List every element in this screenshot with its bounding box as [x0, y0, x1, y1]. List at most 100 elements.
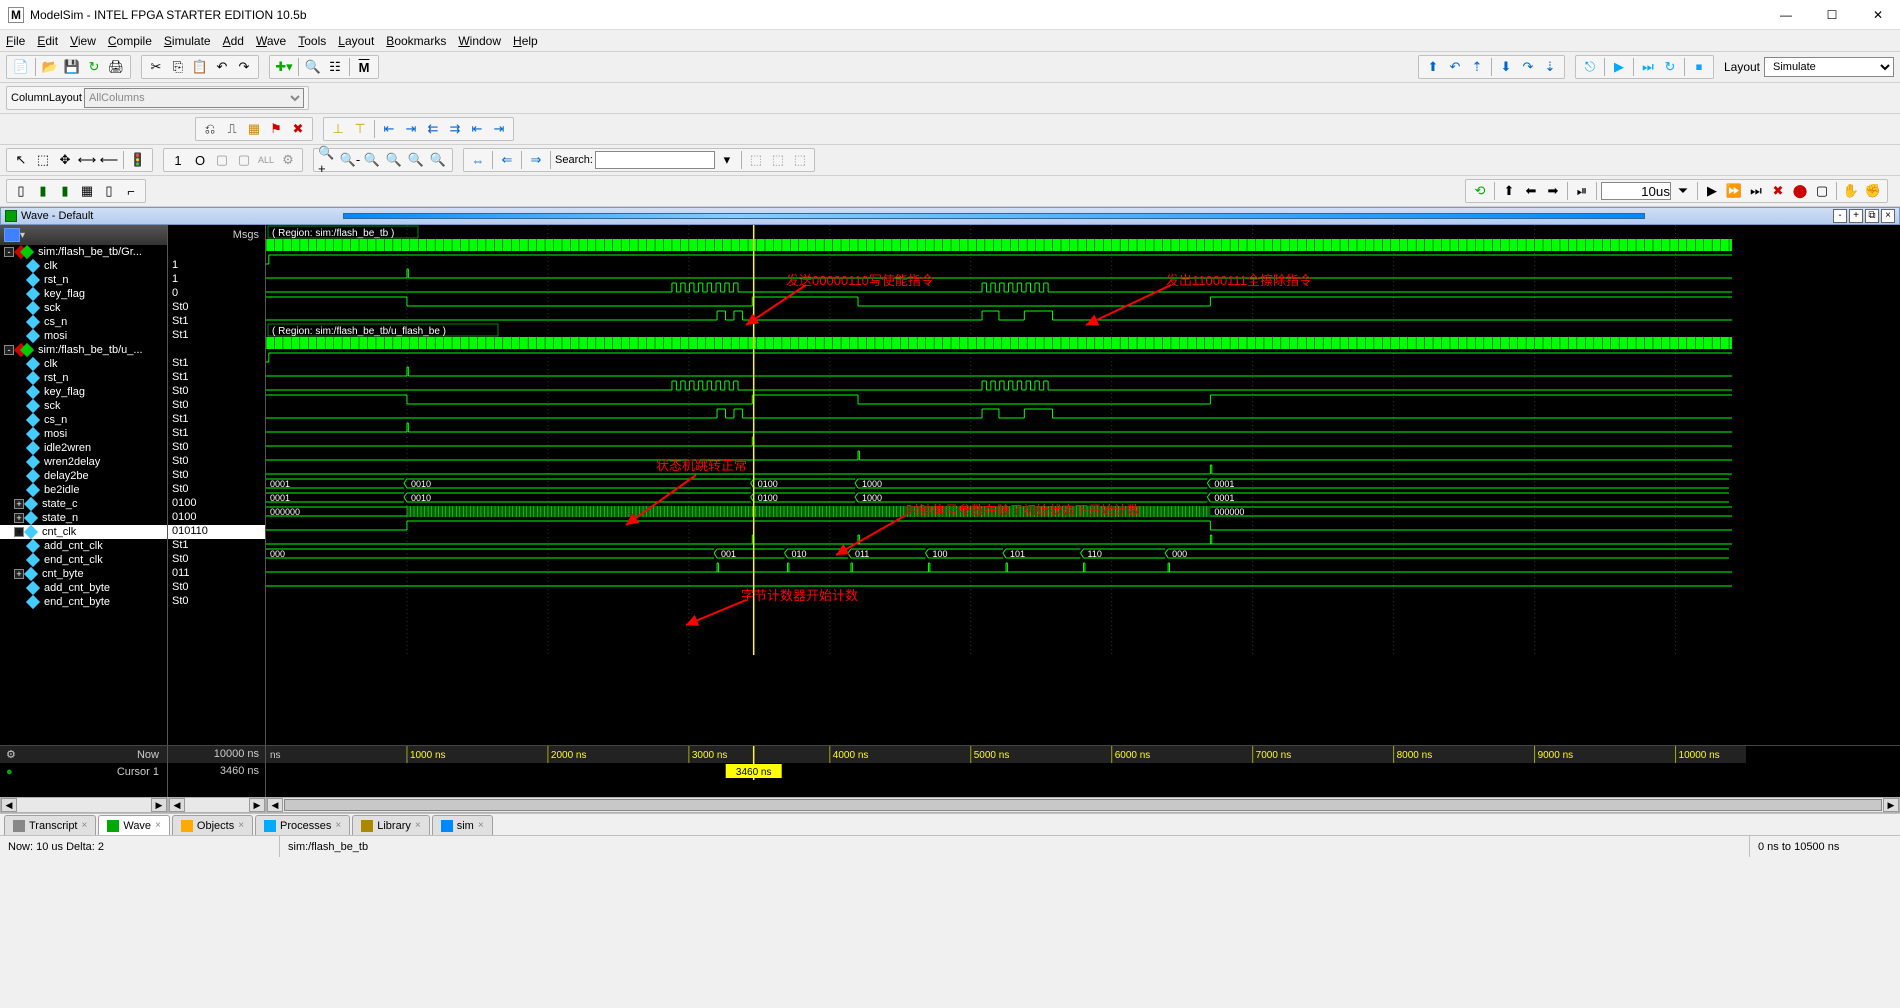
restart-icon[interactable]: ⟲	[1470, 181, 1490, 201]
signal-be2idle[interactable]: be2idle	[0, 483, 167, 497]
paste-icon[interactable]: 📋	[190, 57, 210, 77]
redo-icon[interactable]: ↷	[234, 57, 254, 77]
layout-select[interactable]: Simulate	[1764, 57, 1894, 77]
collapse-icon[interactable]: ⇐	[497, 150, 517, 170]
signal-cnt_byte[interactable]: +cnt_byte	[0, 567, 167, 581]
break-icon[interactable]: ✖	[1768, 181, 1788, 201]
sim-step-icon[interactable]: ⏭	[1638, 57, 1658, 77]
box2-icon[interactable]: O	[190, 150, 210, 170]
wave-tool4-icon[interactable]: ⚑	[266, 119, 286, 139]
search-input[interactable]	[595, 151, 715, 169]
dock-min-icon[interactable]: -	[1833, 209, 1847, 223]
step-fwd-icon[interactable]: ⇡	[1467, 57, 1487, 77]
zoomlast-icon[interactable]: 🔍	[428, 150, 448, 170]
tab-objects[interactable]: Objects×	[172, 815, 253, 835]
ruler-icon[interactable]: ⟷	[77, 150, 97, 170]
dock-max-icon[interactable]: +	[1849, 209, 1863, 223]
expand2-icon[interactable]: ⇒	[526, 150, 546, 170]
sim-stop-icon[interactable]: ⏹	[1689, 57, 1709, 77]
tab-library[interactable]: Library×	[352, 815, 429, 835]
signal-rst_n[interactable]: rst_n	[0, 371, 167, 385]
menu-window[interactable]: Window	[458, 34, 501, 48]
step-back2-icon[interactable]: ↷	[1518, 57, 1538, 77]
select-icon[interactable]: ⬚	[33, 150, 53, 170]
expand-icon[interactable]: ⇔	[468, 150, 488, 170]
menu-compile[interactable]: Compile	[108, 34, 152, 48]
signal-cs_n[interactable]: cs_n	[0, 413, 167, 427]
grab-icon[interactable]: ✊	[1863, 181, 1883, 201]
edge-prev2-icon[interactable]: ⇇	[423, 119, 443, 139]
zoomrange-icon[interactable]: 🔍	[406, 150, 426, 170]
signal-idle2wren[interactable]: idle2wren	[0, 441, 167, 455]
all-icon[interactable]: ALL	[256, 150, 276, 170]
zoomfull-icon[interactable]: 🔍	[362, 150, 382, 170]
add-icon[interactable]: ✚▾	[274, 57, 294, 77]
zoomout-icon[interactable]: 🔍-	[340, 150, 360, 170]
box3-icon[interactable]: ▢	[212, 150, 232, 170]
format5-icon[interactable]: ▯	[99, 181, 119, 201]
edge-next-icon[interactable]: ⇥	[401, 119, 421, 139]
wave-tool2-icon[interactable]: ⎍	[222, 119, 242, 139]
val-scrollbar[interactable]: ◀▶	[168, 797, 266, 813]
findnext-icon[interactable]: ⬚	[768, 150, 788, 170]
sim-run-icon[interactable]: ▶	[1609, 57, 1629, 77]
box1-icon[interactable]: 1	[168, 150, 188, 170]
runall-icon[interactable]: ⏯	[1572, 181, 1592, 201]
signal-mosi[interactable]: mosi	[0, 427, 167, 441]
findprev-icon[interactable]: ⬚	[746, 150, 766, 170]
new-icon[interactable]: 📄	[11, 57, 31, 77]
maximize-button[interactable]: ☐	[1818, 8, 1846, 22]
runopts-icon[interactable]: ▢	[1812, 181, 1832, 201]
signal-delay2be[interactable]: delay2be	[0, 469, 167, 483]
move-icon[interactable]: ✥	[55, 150, 75, 170]
menu-file[interactable]: File	[6, 34, 25, 48]
dock-pop-icon[interactable]: ⧉	[1865, 209, 1879, 223]
signal-add_cnt_byte[interactable]: add_cnt_byte	[0, 581, 167, 595]
format2-icon[interactable]: ▮	[33, 181, 53, 201]
menu-view[interactable]: View	[70, 34, 96, 48]
signal-group[interactable]: - sim:/flash_be_tb/u_...	[0, 343, 167, 357]
runstep-icon[interactable]: ⏭	[1746, 181, 1766, 201]
step-back-icon[interactable]: ↶	[1445, 57, 1465, 77]
pointer-icon[interactable]: ↖	[11, 150, 31, 170]
edge-first-icon[interactable]: ⇤	[467, 119, 487, 139]
tab-wave[interactable]: Wave×	[98, 815, 170, 835]
signal-key_flag[interactable]: key_flag	[0, 385, 167, 399]
tab-sim[interactable]: sim×	[432, 815, 493, 835]
signal-clk[interactable]: clk	[0, 357, 167, 371]
cut-icon[interactable]: ✂	[146, 57, 166, 77]
wave-area[interactable]: ( Region: sim:/flash_be_tb )( Region: si…	[266, 225, 1900, 745]
menu-simulate[interactable]: Simulate	[164, 34, 211, 48]
tab-transcript[interactable]: Transcript×	[4, 815, 96, 835]
menu-edit[interactable]: Edit	[37, 34, 58, 48]
signal-state_n[interactable]: +state_n	[0, 511, 167, 525]
zoomin-icon[interactable]: 🔍+	[318, 150, 338, 170]
signal-cnt_clk[interactable]: +cnt_clk	[0, 525, 167, 539]
format4-icon[interactable]: ▦	[77, 181, 97, 201]
signal-end_cnt_clk[interactable]: end_cnt_clk	[0, 553, 167, 567]
findall-icon[interactable]: ⬚	[790, 150, 810, 170]
signal-rst_n[interactable]: rst_n	[0, 273, 167, 287]
close-button[interactable]: ✕	[1864, 8, 1892, 22]
menu-help[interactable]: Help	[513, 34, 538, 48]
sigcol-menu-icon[interactable]	[4, 228, 20, 242]
find-icon[interactable]: 🔍	[303, 57, 323, 77]
box4-icon[interactable]: ▢	[234, 150, 254, 170]
stop2-icon[interactable]: ⬤	[1790, 181, 1810, 201]
stop-icon[interactable]: 🚦	[128, 150, 148, 170]
cursor-add-icon[interactable]: ⊥	[328, 119, 348, 139]
menu-add[interactable]: Add	[223, 34, 244, 48]
timedown-icon[interactable]: ⏷	[1673, 181, 1693, 201]
edge-last-icon[interactable]: ⇥	[489, 119, 509, 139]
step-up-icon[interactable]: ⬆	[1423, 57, 1443, 77]
signal-state_c[interactable]: +state_c	[0, 497, 167, 511]
back-icon[interactable]: ⬅	[1521, 181, 1541, 201]
sig-scrollbar[interactable]: ◀▶	[0, 797, 168, 813]
save-icon[interactable]: 💾	[62, 57, 82, 77]
ruler2-icon[interactable]: ⟵	[99, 150, 119, 170]
edge-prev-icon[interactable]: ⇤	[379, 119, 399, 139]
dock-close-icon[interactable]: ×	[1881, 209, 1895, 223]
step-fwd2-icon[interactable]: ⇣	[1540, 57, 1560, 77]
tab-processes[interactable]: Processes×	[255, 815, 350, 835]
hierarchy-icon[interactable]: ☷	[325, 57, 345, 77]
